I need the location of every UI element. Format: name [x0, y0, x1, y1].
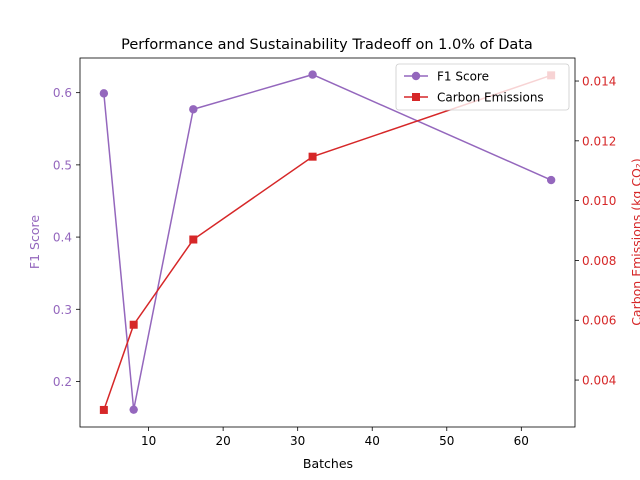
y-right-tick-label: 0.006 — [582, 314, 616, 328]
legend-box — [395, 63, 570, 111]
legend-label: F1 Score — [437, 70, 489, 84]
y-right-tick-label: 0.004 — [582, 374, 616, 388]
y-right-tick-label: 0.012 — [582, 134, 616, 148]
series-layer — [99, 70, 556, 414]
chart-title: Performance and Sustainability Tradeoff … — [121, 37, 533, 53]
x-tick-label: 40 — [365, 434, 380, 448]
y-left-tick-label: 0.4 — [53, 231, 72, 245]
x-tick-label: 30 — [290, 434, 305, 448]
y-axis-right: 0.004 0.006 0.008 0.010 0.012 0.014 — [575, 75, 616, 388]
y-left-tick-label: 0.2 — [53, 375, 72, 389]
data-point — [308, 70, 317, 79]
data-point — [99, 405, 108, 414]
data-point — [129, 405, 138, 414]
y-axis-left: 0.2 0.3 0.4 0.5 0.6 — [53, 86, 80, 389]
y-left-tick-label: 0.5 — [53, 158, 72, 172]
legend-label: Carbon Emissions — [437, 91, 544, 105]
y-axis-label-left: F1 Score — [27, 215, 42, 269]
data-point — [189, 235, 198, 244]
y-left-tick-label: 0.3 — [53, 303, 72, 317]
data-point — [308, 152, 317, 161]
x-tick-label: 20 — [215, 434, 230, 448]
x-axis-label: Batches — [303, 456, 353, 471]
series-line-0 — [103, 73, 552, 410]
x-tick-label: 50 — [439, 434, 454, 448]
data-point — [189, 105, 198, 114]
data-point — [546, 175, 556, 185]
data-point — [129, 320, 138, 329]
y-right-tick-label: 0.010 — [582, 194, 616, 208]
legend-marker — [412, 93, 420, 101]
x-tick-label: 60 — [514, 434, 529, 448]
x-axis: 10 20 30 40 50 60 — [141, 427, 529, 448]
y-right-tick-label: 0.014 — [582, 75, 616, 89]
legend: F1 Score Carbon Emissions — [395, 63, 570, 111]
y-left-tick-label: 0.6 — [53, 86, 72, 100]
data-point — [99, 89, 109, 98]
y-axis-label-right: Carbon Emissions (kg CO₂) — [629, 158, 640, 326]
series-line-1 — [103, 74, 552, 411]
legend-marker — [411, 71, 421, 81]
plot-frame — [79, 57, 576, 428]
y-right-tick-label: 0.008 — [582, 254, 616, 268]
x-tick-label: 10 — [141, 434, 156, 448]
